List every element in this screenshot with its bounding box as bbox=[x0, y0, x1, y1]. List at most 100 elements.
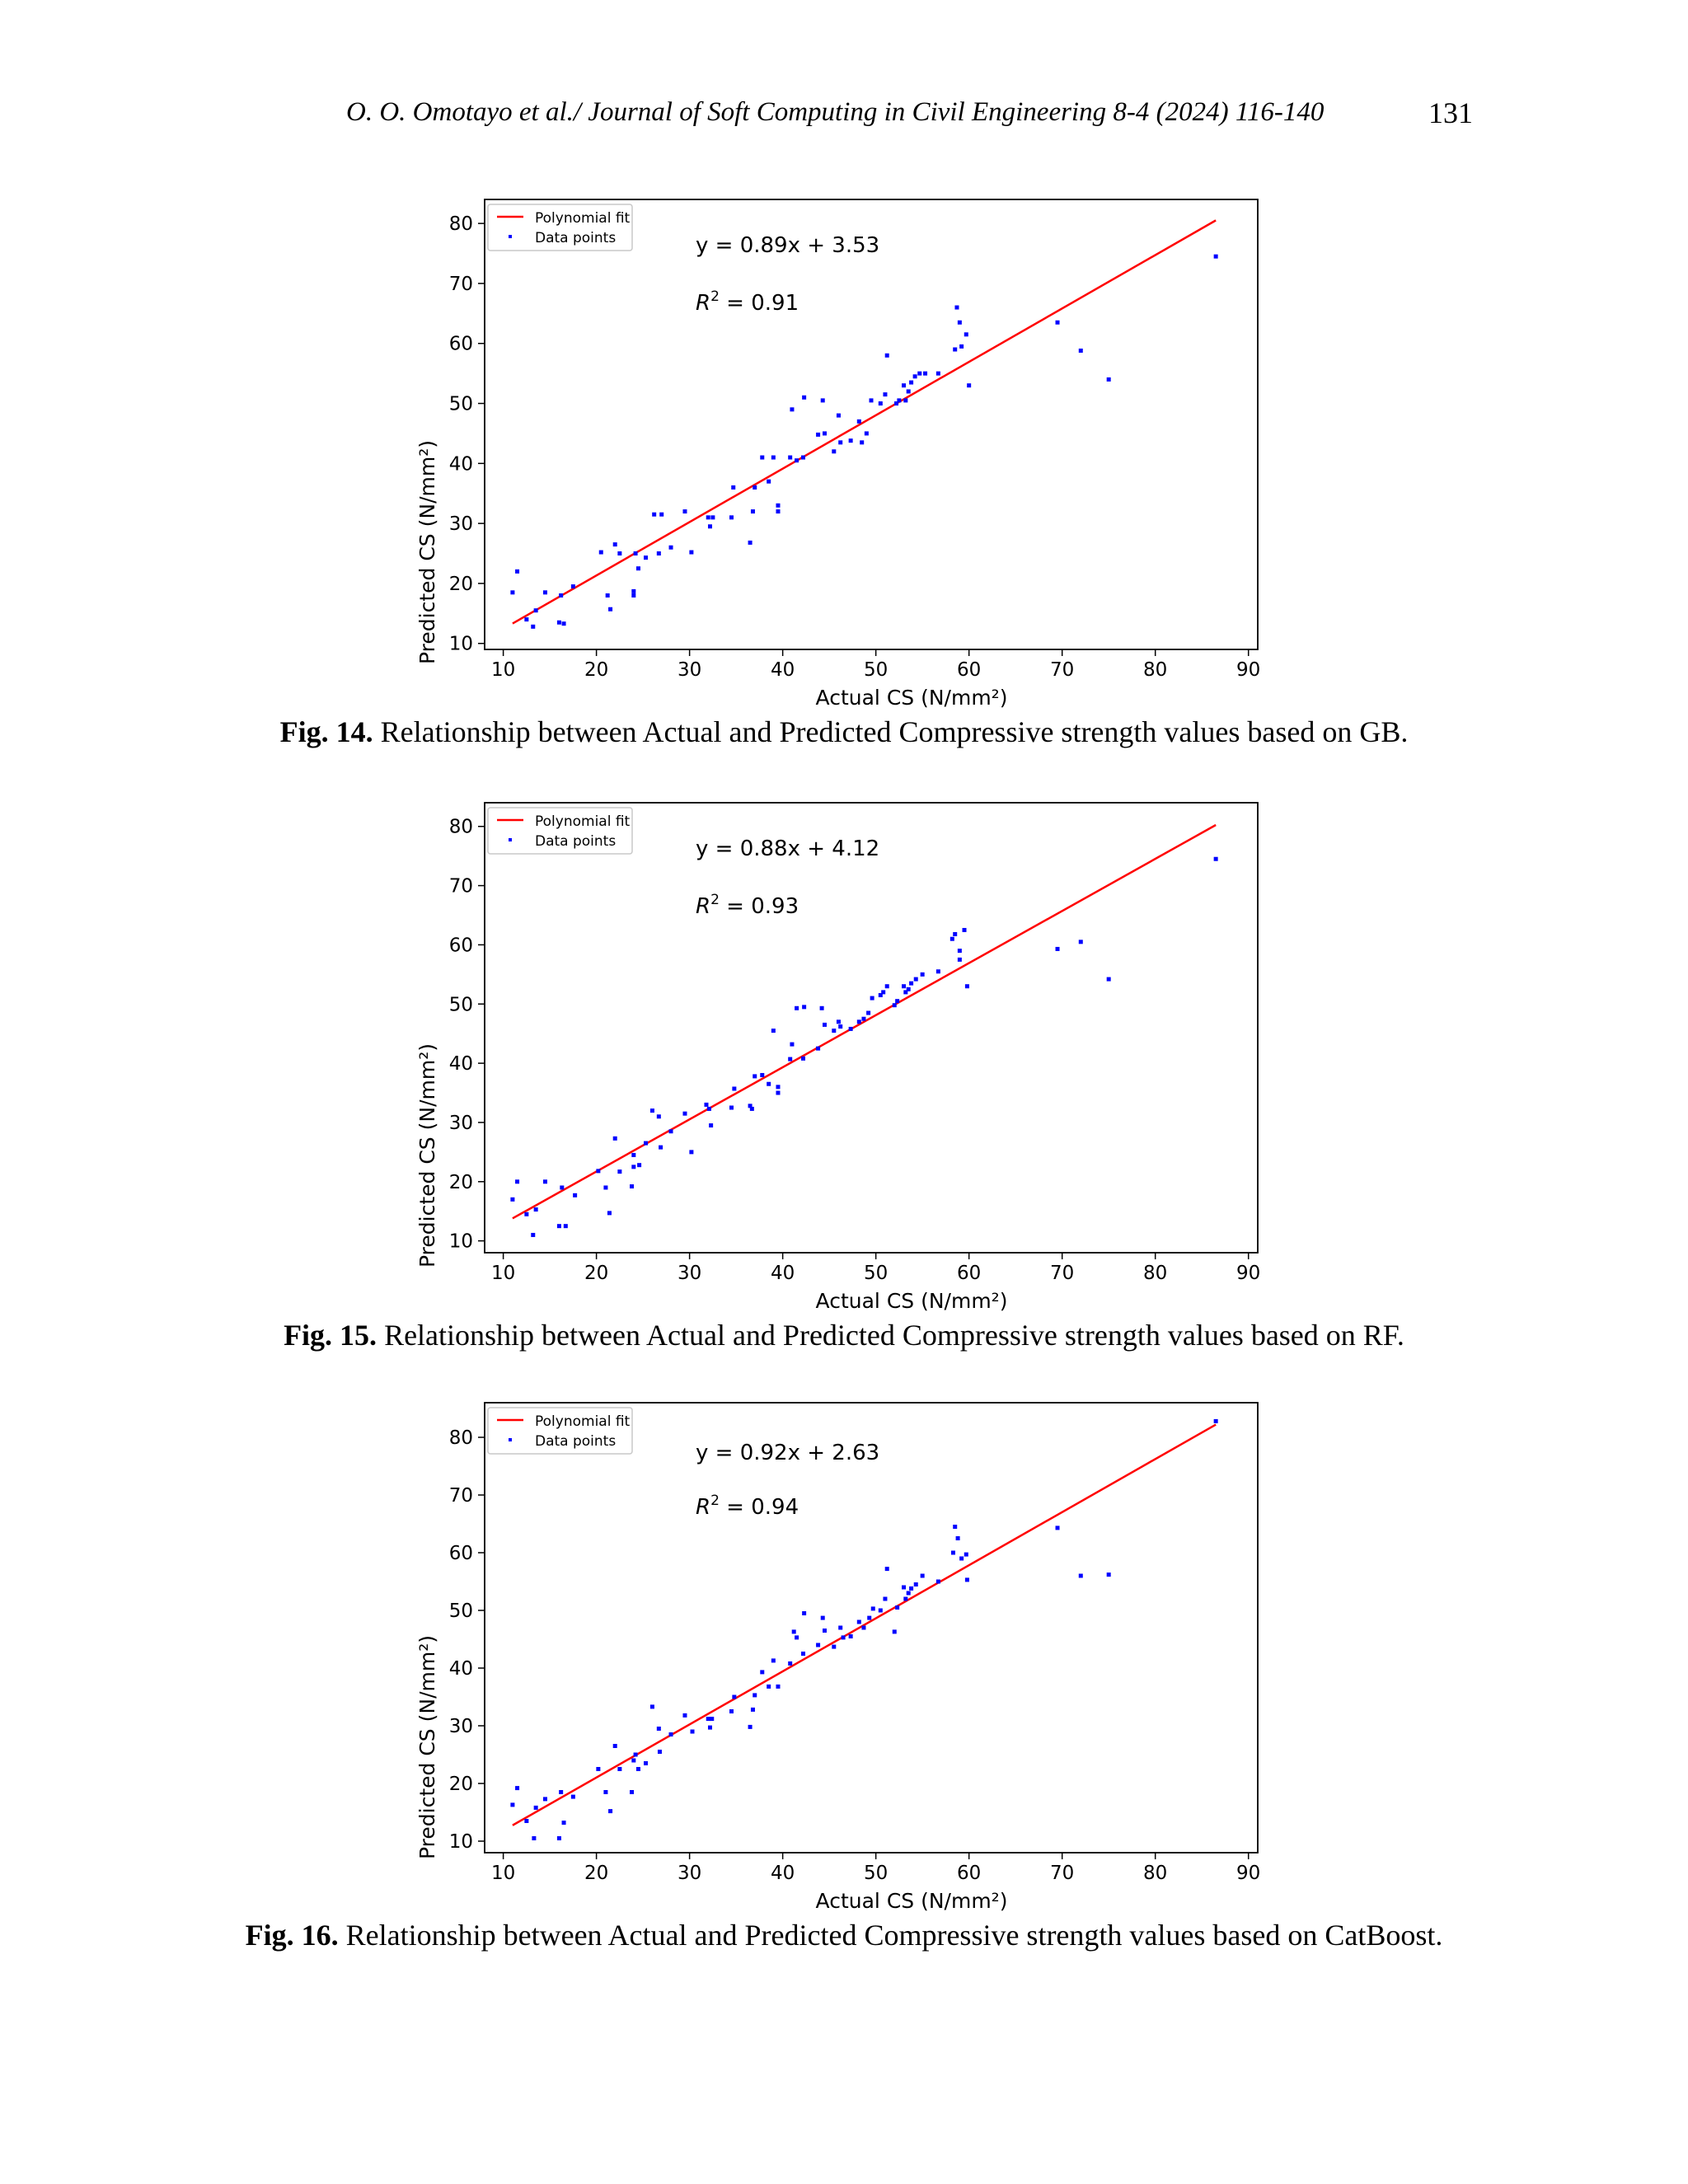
data-point bbox=[884, 1567, 889, 1572]
y-tick-label: 70 bbox=[449, 274, 473, 295]
r-squared: R2 = 0.94 bbox=[696, 1493, 799, 1520]
legend-points-swatch bbox=[509, 838, 512, 841]
data-point bbox=[556, 1224, 561, 1229]
data-point bbox=[631, 588, 636, 593]
data-point bbox=[935, 969, 940, 974]
data-point bbox=[657, 1750, 662, 1754]
data-point bbox=[841, 1635, 846, 1640]
data-point bbox=[935, 1579, 940, 1584]
data-point bbox=[542, 590, 547, 595]
chart-fig15: 10 20 30 40 50 60 70 80 90 10 20 30 40 50 60 70 80 Polyn… bbox=[415, 802, 1260, 1313]
x-tick-label: 40 bbox=[771, 659, 795, 681]
data-point bbox=[598, 550, 603, 555]
data-point bbox=[776, 503, 781, 508]
x-axis-label: Actual CS (N/mm²) bbox=[816, 1289, 1008, 1313]
data-point bbox=[635, 1767, 640, 1771]
r-squared-value: = 0.93 bbox=[720, 894, 799, 919]
data-point bbox=[608, 1809, 613, 1814]
data-point bbox=[608, 607, 613, 612]
r-squared: R2 = 0.91 bbox=[696, 288, 799, 316]
data-point bbox=[760, 455, 765, 460]
data-point bbox=[637, 1163, 642, 1168]
data-point bbox=[790, 407, 795, 412]
data-point bbox=[524, 1212, 529, 1216]
data-point bbox=[864, 431, 869, 436]
y-tick-label: 60 bbox=[449, 1543, 473, 1564]
data-point bbox=[617, 1767, 622, 1771]
data-point bbox=[731, 485, 736, 490]
data-point bbox=[644, 1761, 649, 1765]
y-axis-label: Predicted CS (N/mm²) bbox=[415, 1635, 439, 1859]
figure-14: 10 20 30 40 50 60 70 80 90 10 20 30 40 50 60 70 80 Polyn… bbox=[0, 190, 1688, 750]
x-tick-label: 70 bbox=[1050, 1263, 1074, 1284]
data-point bbox=[771, 1658, 776, 1663]
data-point bbox=[729, 1709, 734, 1713]
data-point bbox=[883, 1596, 888, 1601]
data-point bbox=[776, 1085, 781, 1090]
chart-fig14: 10 20 30 40 50 60 70 80 90 10 20 30 40 50 60 70 80 Polyn… bbox=[415, 199, 1260, 710]
data-point bbox=[895, 999, 900, 1004]
figure-caption: Fig. 14. Relationship between Actual and… bbox=[0, 715, 1688, 749]
x-tick-label: 60 bbox=[957, 1863, 981, 1884]
data-point bbox=[668, 545, 673, 550]
data-point bbox=[644, 555, 649, 560]
data-point bbox=[704, 1102, 709, 1107]
data-point bbox=[710, 1717, 715, 1722]
data-point bbox=[668, 1732, 673, 1736]
data-point bbox=[570, 584, 575, 589]
data-point bbox=[612, 1744, 617, 1748]
x-tick-label: 10 bbox=[491, 659, 515, 681]
data-point bbox=[903, 398, 908, 403]
data-point bbox=[633, 1752, 638, 1757]
data-point bbox=[1106, 377, 1111, 382]
data-point bbox=[957, 949, 962, 954]
data-point bbox=[822, 431, 827, 436]
data-point bbox=[790, 1042, 795, 1047]
y-tick-label: 30 bbox=[449, 1113, 473, 1134]
data-point bbox=[767, 479, 771, 484]
data-point bbox=[902, 383, 907, 388]
figure-16: 10 20 30 40 50 60 70 80 90 10 20 30 40 50 60 70 80 Polyn… bbox=[0, 1393, 1688, 1970]
data-point bbox=[816, 1046, 821, 1051]
data-point bbox=[954, 305, 959, 310]
data-point bbox=[884, 984, 889, 989]
data-point bbox=[795, 458, 799, 463]
legend-fit-label: Polynomial fit bbox=[535, 210, 631, 227]
data-point bbox=[1106, 977, 1111, 982]
data-point bbox=[894, 401, 899, 406]
y-tick-label: 30 bbox=[449, 1716, 473, 1737]
legend: Polynomial fit Data points bbox=[487, 204, 633, 251]
y-tick-label: 10 bbox=[449, 634, 473, 655]
data-point bbox=[788, 455, 793, 460]
data-point bbox=[631, 1152, 636, 1157]
x-tick-label: 80 bbox=[1143, 1263, 1167, 1284]
data-point bbox=[838, 1024, 843, 1029]
data-point bbox=[524, 1819, 529, 1823]
x-tick-label: 40 bbox=[771, 1263, 795, 1284]
data-point bbox=[822, 1022, 827, 1027]
data-point bbox=[953, 347, 958, 352]
data-point bbox=[706, 515, 710, 520]
data-point bbox=[630, 1184, 635, 1189]
data-point bbox=[656, 1114, 661, 1119]
caption-text: Relationship between Actual and Predicte… bbox=[373, 715, 1409, 748]
data-point bbox=[1213, 856, 1218, 861]
data-point bbox=[959, 1556, 964, 1561]
x-tick-label: 30 bbox=[678, 1863, 701, 1884]
y-tick-label: 80 bbox=[449, 817, 473, 838]
data-point bbox=[668, 1129, 673, 1134]
data-point bbox=[836, 1019, 841, 1024]
data-point bbox=[732, 1694, 737, 1699]
data-point bbox=[861, 1016, 866, 1021]
caption-label: Fig. 16. bbox=[245, 1919, 339, 1952]
y-tick-label: 20 bbox=[449, 574, 473, 595]
data-point bbox=[832, 1029, 837, 1033]
data-point bbox=[964, 984, 969, 989]
data-point bbox=[531, 1232, 536, 1237]
data-point bbox=[776, 509, 781, 514]
x-tick-label: 20 bbox=[584, 659, 608, 681]
data-point bbox=[1213, 1418, 1218, 1423]
y-tick-label: 70 bbox=[449, 1485, 473, 1507]
chart-fig16: 10 20 30 40 50 60 70 80 90 10 20 30 40 50 60 70 80 Polyn… bbox=[415, 1402, 1260, 1913]
data-point bbox=[836, 413, 841, 418]
